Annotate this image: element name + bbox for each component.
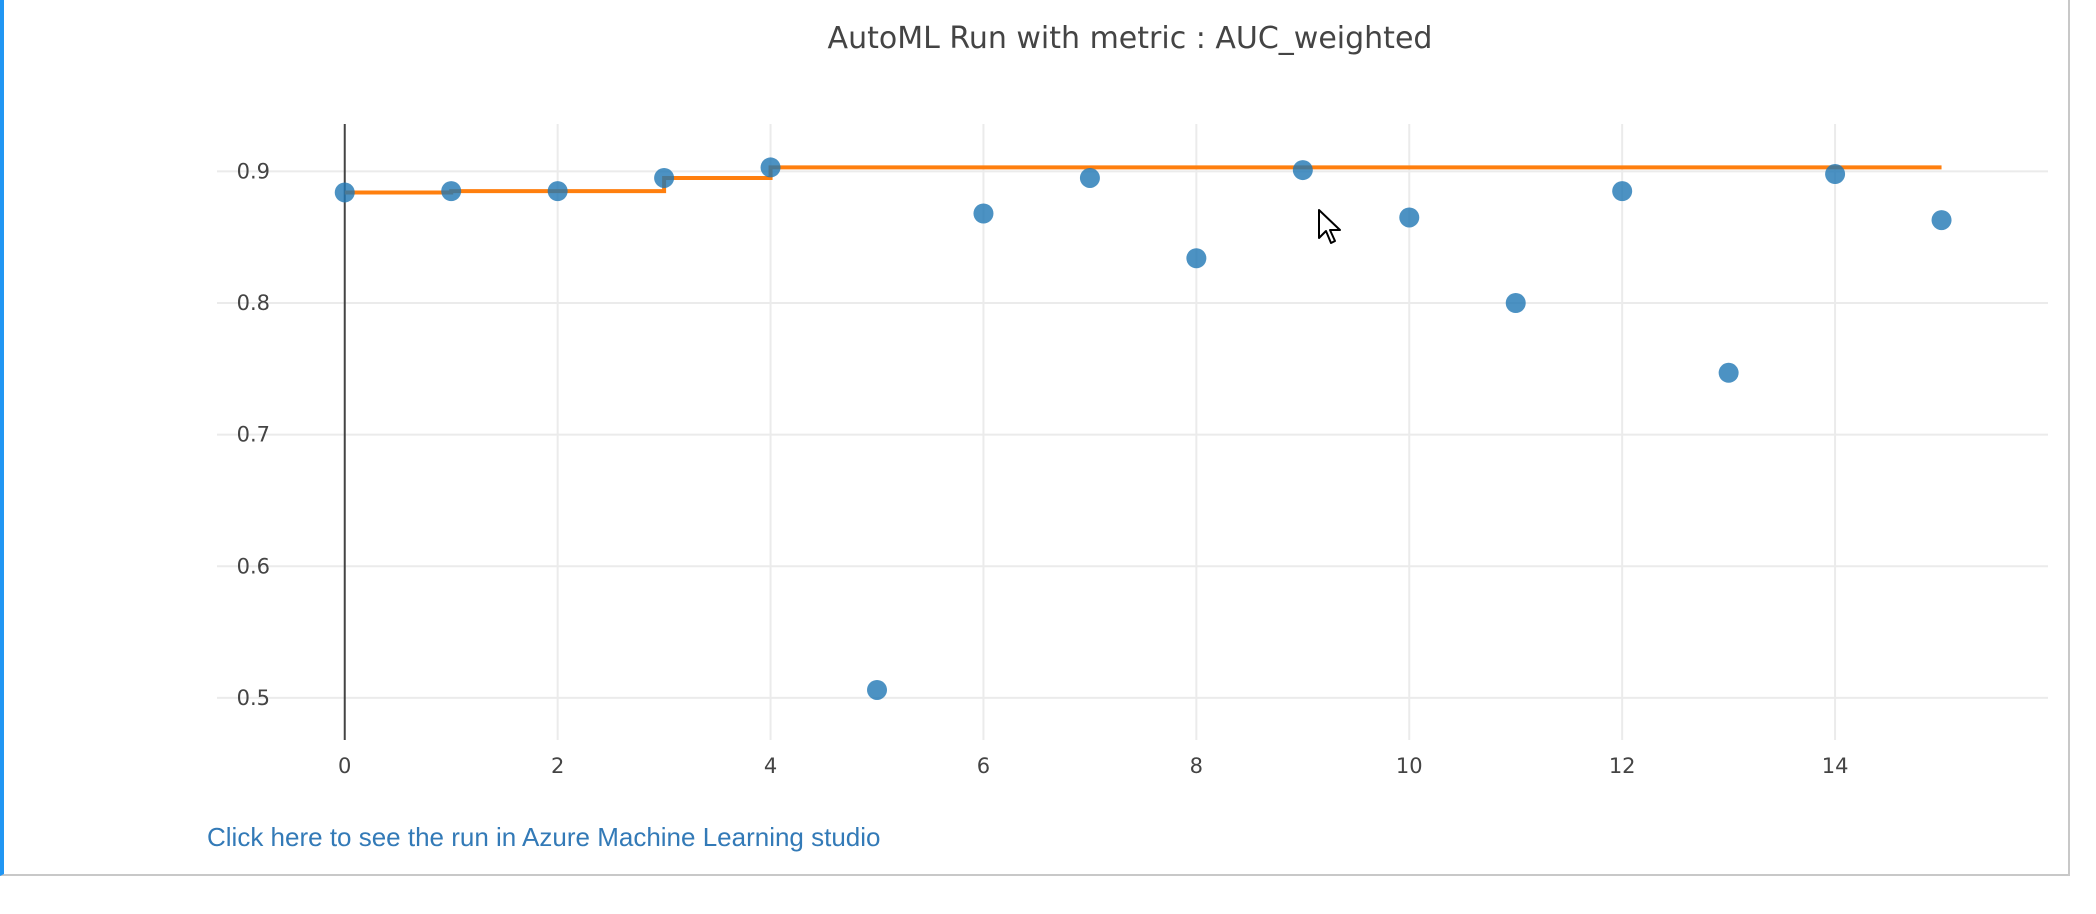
run-point[interactable] xyxy=(1186,248,1207,269)
mouse-cursor-icon xyxy=(1318,209,1341,244)
run-points xyxy=(334,157,1952,700)
y-tick-label: 0.6 xyxy=(237,554,270,578)
y-tick-label: 0.5 xyxy=(237,686,270,710)
x-tick-label: 0 xyxy=(338,754,351,778)
x-tick-label: 14 xyxy=(1822,754,1849,778)
run-point[interactable] xyxy=(1505,293,1526,314)
run-point[interactable] xyxy=(1825,164,1846,185)
x-tick-label: 8 xyxy=(1190,754,1203,778)
y-tick-label: 0.7 xyxy=(237,423,270,447)
run-point[interactable] xyxy=(1399,207,1420,228)
chart-title: AutoML Run with metric : AUC_weighted xyxy=(828,21,1433,56)
axes: 0.5 0.6 0.7 0.8 0.9 0 2 4 6 8 10 12 14 xyxy=(237,124,1849,778)
y-tick-label: 0.9 xyxy=(237,159,270,183)
x-tick-label: 10 xyxy=(1396,754,1423,778)
grid-lines xyxy=(217,124,2048,740)
run-point[interactable] xyxy=(867,679,888,700)
run-point[interactable] xyxy=(547,181,568,202)
run-point[interactable] xyxy=(1079,167,1100,188)
run-point[interactable] xyxy=(334,182,355,203)
y-tick-label: 0.8 xyxy=(237,291,270,315)
x-tick-label: 12 xyxy=(1609,754,1636,778)
run-point[interactable] xyxy=(1612,181,1633,202)
x-tick-label: 6 xyxy=(977,754,990,778)
x-tick-label: 2 xyxy=(551,754,564,778)
azure-studio-link[interactable]: Click here to see the run in Azure Machi… xyxy=(207,822,881,852)
run-point[interactable] xyxy=(973,203,994,224)
x-tick-label: 4 xyxy=(764,754,777,778)
run-point[interactable] xyxy=(760,157,781,178)
auc-chart: AutoML Run with metric : AUC_weighted 0.… xyxy=(217,21,2048,778)
run-point[interactable] xyxy=(1931,210,1952,231)
run-point[interactable] xyxy=(1292,160,1313,181)
run-point[interactable] xyxy=(441,181,462,202)
run-point[interactable] xyxy=(1718,362,1739,383)
run-point[interactable] xyxy=(654,167,675,188)
